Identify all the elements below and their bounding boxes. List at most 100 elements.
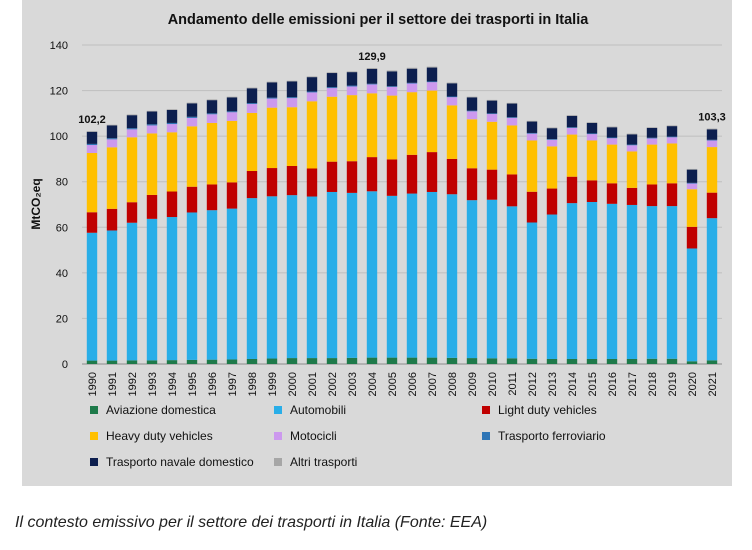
bar-segment: [466, 97, 478, 111]
x-tick-label: 1996: [207, 372, 219, 396]
bar-segment: [486, 99, 498, 101]
legend-label: Automobili: [290, 403, 346, 417]
x-tick-label: 2008: [447, 372, 459, 396]
bar-segment: [506, 102, 518, 104]
bar-segment: [446, 97, 458, 106]
bar-segment: [486, 121, 498, 170]
bar-segment: [246, 104, 258, 113]
bar-segment: [266, 97, 278, 99]
bar-segment: [166, 109, 178, 110]
legend-label: Trasporto navale domestico: [106, 455, 254, 469]
bar-segment: [266, 358, 278, 364]
bar-segment: [666, 137, 678, 144]
bar-segment: [106, 147, 118, 209]
x-tick-label: 1995: [187, 372, 199, 396]
bar-segment: [666, 183, 678, 207]
bar-segment: [246, 198, 258, 359]
bar-segment: [426, 67, 438, 82]
bar-segment: [166, 124, 178, 133]
bar-segment: [626, 134, 638, 145]
bar-segment: [506, 117, 518, 118]
bar-segment: [346, 95, 358, 162]
bar-segment: [366, 357, 378, 364]
bar-segment: [286, 80, 298, 82]
bar-segment: [226, 96, 238, 98]
y-tick-label: 60: [56, 222, 68, 234]
bar-segment: [646, 184, 658, 207]
legend-swatch: [482, 432, 490, 440]
bar-segment: [266, 107, 278, 169]
bar-segment: [226, 112, 238, 121]
bar-segment: [426, 152, 438, 192]
bar-segment: [686, 361, 698, 364]
bar-segment: [626, 145, 638, 152]
bar-segment: [266, 168, 278, 197]
bar-segment: [526, 133, 538, 141]
bar-segment: [446, 158, 458, 195]
bar-segment: [706, 360, 718, 364]
bar-segment: [166, 109, 178, 123]
bar-segment: [386, 86, 398, 87]
bar-segment: [506, 206, 518, 359]
bar-segment: [386, 95, 398, 160]
x-tick-label: 2017: [627, 372, 639, 396]
chart-panel: Andamento delle emissioni per il settore…: [22, 0, 732, 486]
x-tick-label: 2010: [487, 372, 499, 396]
bar-segment: [286, 97, 298, 99]
bar-segment: [426, 357, 438, 364]
bar-segment: [206, 359, 218, 364]
chart-title: Andamento delle emissioni per il settore…: [168, 12, 590, 28]
x-tick-label: 1994: [167, 372, 179, 396]
bar-segment: [646, 127, 658, 138]
bar-segment: [586, 134, 598, 141]
bar-segment: [546, 128, 558, 140]
bar-segment: [546, 188, 558, 215]
bar-segment: [486, 114, 498, 122]
bar-segment: [306, 168, 318, 197]
bar-segment: [446, 96, 458, 98]
bar-segment: [566, 127, 578, 128]
x-tick-label: 2020: [687, 372, 699, 396]
bar-segment: [646, 144, 658, 185]
bar-segment: [626, 204, 638, 359]
bar-segment: [446, 194, 458, 358]
bar-segment: [326, 358, 338, 364]
bar-segment: [386, 86, 398, 96]
y-tick-label: 80: [56, 177, 68, 189]
bar-segment: [326, 73, 338, 88]
y-tick-label: 20: [56, 313, 68, 325]
legend-swatch: [90, 406, 98, 414]
stacked-bar-chart: Andamento delle emissioni per il settore…: [29, 12, 726, 469]
y-tick-label: 0: [62, 359, 68, 371]
bar-segment: [106, 124, 118, 126]
bar-segment: [386, 357, 398, 364]
bar-segment: [286, 358, 298, 364]
bar-segment: [686, 248, 698, 362]
bar-segment: [466, 358, 478, 364]
bar-segment: [86, 145, 98, 154]
bar-segment: [626, 187, 638, 205]
bar-segment: [206, 122, 218, 185]
bar-segment: [566, 176, 578, 204]
bar-segment: [566, 203, 578, 359]
bar-segment: [506, 125, 518, 175]
x-tick-label: 2000: [287, 372, 299, 396]
bar-segment: [526, 140, 538, 192]
bar-segment: [566, 115, 578, 116]
bar-segment: [566, 115, 578, 128]
bar-segment: [466, 110, 478, 112]
bar-segment: [366, 93, 378, 158]
y-tick-label: 100: [50, 131, 68, 143]
bar-segment: [386, 159, 398, 196]
bar-segment: [486, 113, 498, 115]
figure-caption: Il contesto emissivo per il settore dei …: [15, 514, 488, 531]
bar-segment: [126, 222, 138, 361]
bar-segment: [706, 147, 718, 193]
y-tick-label: 120: [50, 86, 68, 98]
bar-segment: [706, 129, 718, 140]
bar-segment: [686, 226, 698, 249]
bar-segment: [86, 212, 98, 233]
bar-segment: [246, 103, 258, 105]
bar-segment: [126, 137, 138, 203]
legend-label: Trasporto ferroviario: [498, 429, 606, 443]
